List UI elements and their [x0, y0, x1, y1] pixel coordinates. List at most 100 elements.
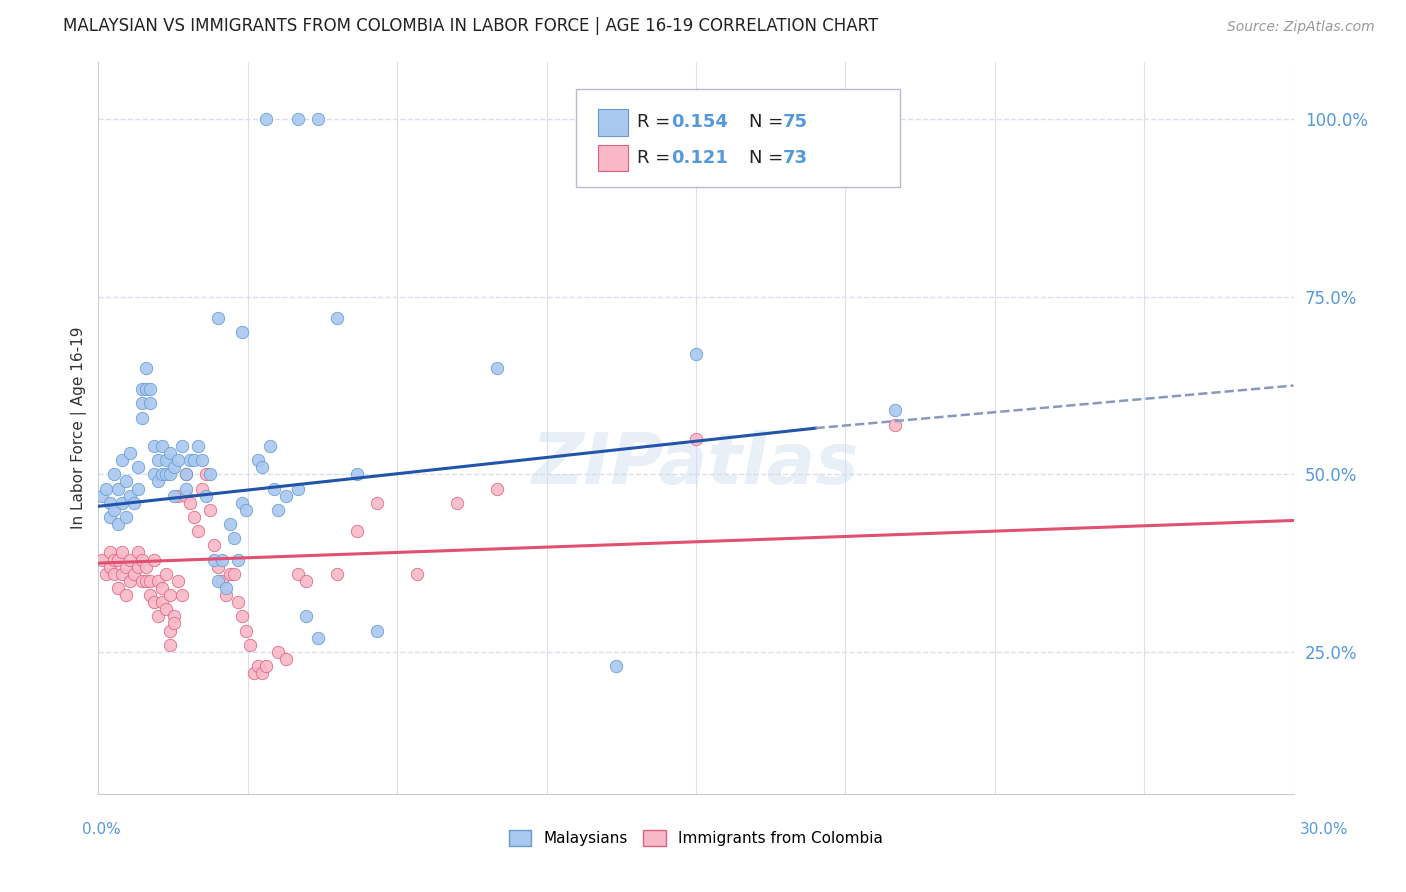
Point: [346, 524, 368, 538]
Point: [605, 659, 627, 673]
Point: [254, 112, 277, 127]
Point: [198, 467, 221, 482]
Point: [187, 439, 209, 453]
Point: [148, 475, 170, 489]
Text: 0.0%: 0.0%: [82, 822, 121, 837]
Point: [287, 566, 309, 581]
Point: [274, 652, 297, 666]
Point: [167, 489, 190, 503]
Point: [127, 482, 149, 496]
Point: [143, 552, 166, 566]
Point: [159, 638, 181, 652]
Point: [103, 552, 125, 566]
Point: [219, 566, 242, 581]
Point: [107, 581, 129, 595]
Point: [135, 574, 157, 588]
Text: 30.0%: 30.0%: [1301, 822, 1348, 837]
Point: [143, 439, 166, 453]
Point: [250, 666, 273, 681]
Point: [159, 467, 181, 482]
Point: [139, 588, 162, 602]
Text: N =: N =: [749, 113, 789, 131]
Point: [243, 666, 266, 681]
Point: [115, 510, 138, 524]
Point: [250, 460, 273, 475]
Point: [222, 531, 245, 545]
Point: [346, 467, 368, 482]
Point: [263, 482, 285, 496]
Point: [202, 538, 225, 552]
Point: [287, 482, 309, 496]
Point: [135, 382, 157, 396]
Point: [131, 552, 153, 566]
Point: [139, 396, 162, 410]
Point: [135, 559, 157, 574]
Point: [107, 482, 129, 496]
Point: [127, 460, 149, 475]
Point: [159, 588, 181, 602]
Point: [226, 552, 249, 566]
Point: [307, 112, 329, 127]
Point: [246, 453, 269, 467]
Point: [115, 559, 138, 574]
Point: [124, 566, 146, 581]
Point: [150, 595, 173, 609]
Point: [111, 496, 134, 510]
Point: [107, 552, 129, 566]
Point: [111, 545, 134, 559]
Point: [174, 467, 197, 482]
Point: [120, 574, 142, 588]
Point: [167, 453, 190, 467]
Text: ZIPatlas: ZIPatlas: [533, 430, 859, 500]
Point: [155, 602, 177, 616]
Point: [222, 566, 245, 581]
Point: [98, 496, 122, 510]
Point: [143, 467, 166, 482]
Point: [235, 624, 257, 638]
Point: [155, 467, 177, 482]
Point: [267, 645, 290, 659]
Point: [115, 475, 138, 489]
Point: [254, 659, 277, 673]
Point: [96, 566, 118, 581]
Point: [163, 616, 186, 631]
Text: Source: ZipAtlas.com: Source: ZipAtlas.com: [1227, 21, 1375, 34]
Point: [326, 311, 349, 326]
Point: [96, 482, 118, 496]
Point: [267, 503, 290, 517]
Point: [148, 574, 170, 588]
Point: [98, 545, 122, 559]
Point: [131, 574, 153, 588]
Point: [246, 659, 269, 673]
Point: [198, 503, 221, 517]
Point: [131, 396, 153, 410]
Point: [120, 552, 142, 566]
Point: [287, 112, 309, 127]
Point: [179, 453, 201, 467]
Point: [135, 360, 157, 375]
Legend: Malaysians, Immigrants from Colombia: Malaysians, Immigrants from Colombia: [502, 824, 890, 852]
Point: [191, 453, 214, 467]
Text: R =: R =: [637, 149, 676, 167]
Point: [207, 311, 229, 326]
Point: [120, 446, 142, 460]
Point: [131, 382, 153, 396]
Point: [202, 552, 225, 566]
Point: [163, 609, 186, 624]
Text: R =: R =: [637, 113, 676, 131]
Point: [111, 566, 134, 581]
Point: [685, 432, 707, 446]
Text: 73: 73: [783, 149, 808, 167]
Point: [326, 566, 349, 581]
Point: [148, 609, 170, 624]
Point: [163, 489, 186, 503]
Text: 0.121: 0.121: [671, 149, 727, 167]
Point: [366, 496, 388, 510]
Point: [150, 439, 173, 453]
Text: MALAYSIAN VS IMMIGRANTS FROM COLOMBIA IN LABOR FORCE | AGE 16-19 CORRELATION CHA: MALAYSIAN VS IMMIGRANTS FROM COLOMBIA IN…: [63, 17, 879, 35]
Point: [98, 510, 122, 524]
Point: [163, 460, 186, 475]
Point: [172, 588, 194, 602]
Point: [294, 574, 316, 588]
Point: [226, 595, 249, 609]
